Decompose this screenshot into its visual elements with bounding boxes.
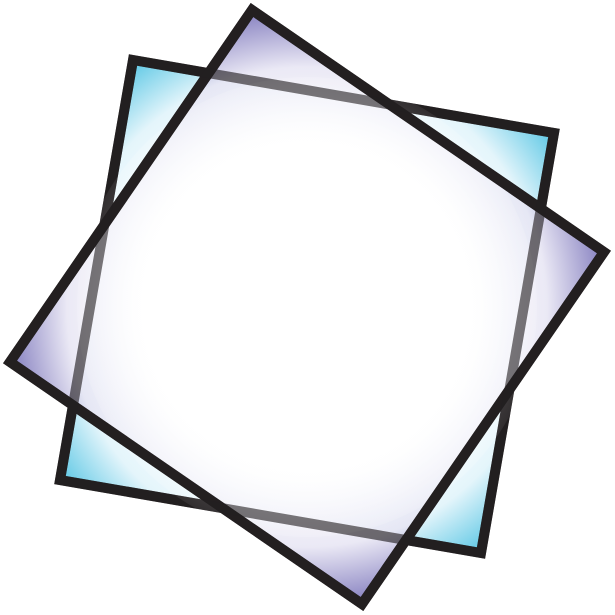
violet-square-outline [3, 3, 611, 611]
center-glow [77, 77, 537, 537]
cyan-square-outline [54, 54, 560, 559]
